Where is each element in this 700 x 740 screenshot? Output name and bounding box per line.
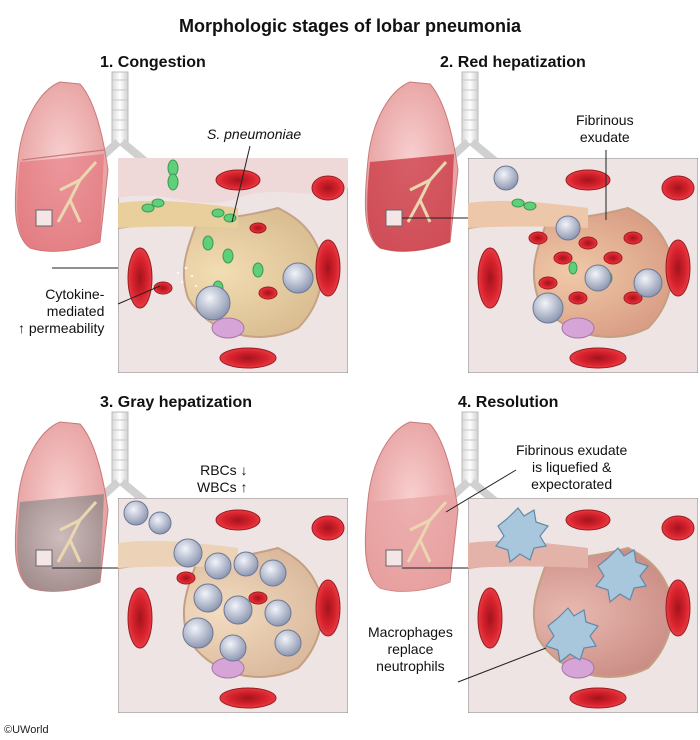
- label-macrophages: Macrophages replace neutrophils: [368, 624, 453, 674]
- alveolus-illustration: [468, 498, 698, 713]
- panel-title: 2. Red hepatization: [440, 54, 586, 71]
- label-fibrinous-exudate: Fibrinous exudate: [576, 112, 634, 145]
- label-fibrinous-liquefied: Fibrinous exudate is liquefied & expecto…: [516, 442, 628, 492]
- label-s-pneumoniae: S. pneumoniae: [207, 126, 302, 142]
- alveolus-illustration: [118, 498, 348, 713]
- panel-gray-hepatization: 3. Gray hepatization: [0, 390, 350, 720]
- alveolus-illustration: [118, 158, 348, 373]
- figure-title: Morphologic stages of lobar pneumonia: [178, 16, 522, 36]
- panel-title: 3. Gray hepatization: [100, 394, 253, 411]
- lung-illustration: [364, 411, 499, 592]
- lung-illustration: [364, 71, 499, 252]
- panel-resolution: 4. Resolution Fibrinous exudate is li: [350, 390, 700, 720]
- panel-red-hepatization: 2. Red hepatization: [350, 50, 700, 380]
- panel-title: 4. Resolution: [458, 394, 559, 411]
- panel-title: 1. Congestion: [100, 54, 206, 71]
- label-rbc-wbc: RBCs ↓ WBCs ↑: [197, 462, 248, 495]
- alveolus-illustration: [468, 158, 698, 373]
- lung-illustration: [14, 411, 149, 592]
- copyright: ©UWorld: [4, 724, 49, 736]
- label-cytokine-permeability: Cytokine- mediated ↑ permeability: [18, 286, 105, 336]
- panel-congestion: 1. Congestion: [0, 50, 350, 380]
